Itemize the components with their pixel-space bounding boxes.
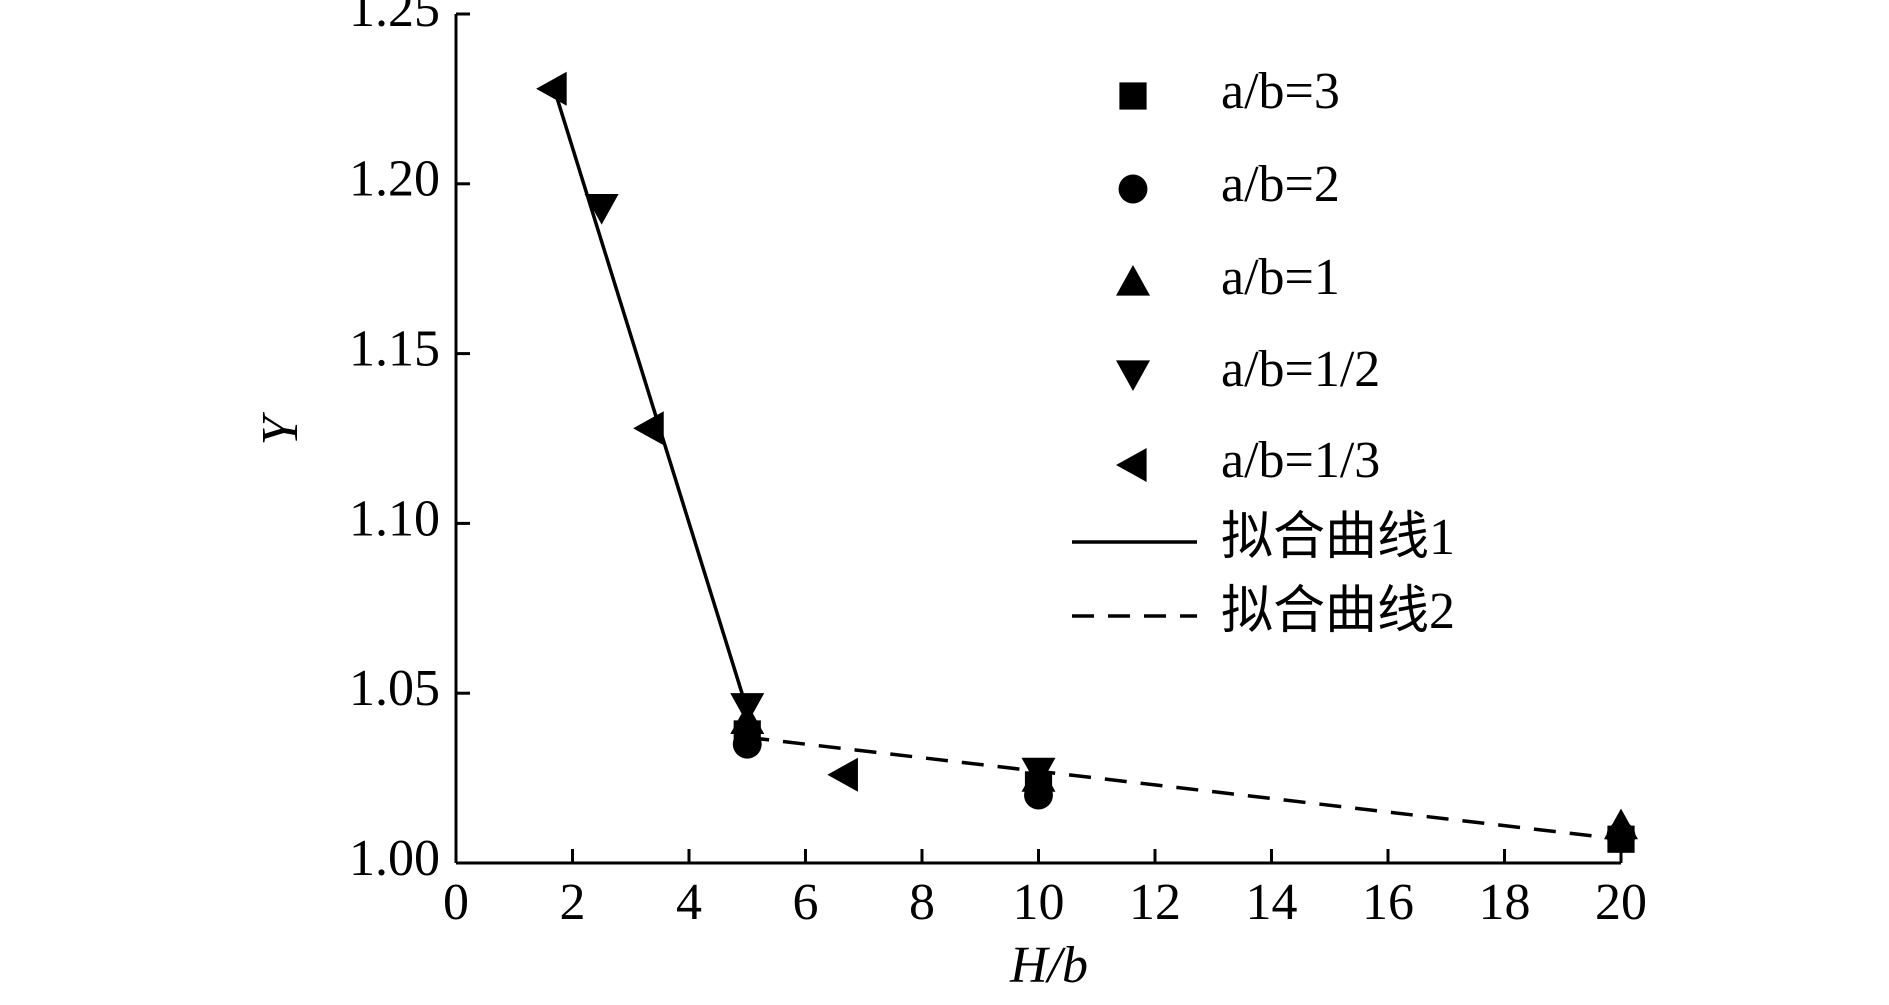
point [732,729,762,759]
legend-label: a/b=2 [1221,156,1340,213]
legend-label: a/b=1/3 [1221,432,1380,489]
y-tick-label: 1.15 [349,321,440,378]
legend-marker [1116,360,1150,391]
point [584,193,619,225]
fit-line [747,735,1622,841]
legend-label: 拟合曲线2 [1221,583,1455,640]
y-tick-label: 1.20 [349,151,440,208]
x-tick-label: 20 [1595,874,1647,931]
legend-marker [1116,265,1150,296]
x-tick-label: 10 [1013,874,1065,931]
x-tick-label: 18 [1479,874,1531,931]
legend-label: a/b=1/2 [1221,341,1380,398]
y-tick-label: 1.00 [349,830,440,887]
legend-marker [1118,174,1148,204]
x-tick-label: 0 [443,874,469,931]
x-tick-label: 8 [909,874,935,931]
x-axis-label: H/b [1009,937,1088,994]
x-tick-label: 2 [560,874,586,931]
x-tick-label: 14 [1246,874,1298,931]
legend-label: a/b=3 [1221,63,1340,120]
x-tick-label: 16 [1362,874,1414,931]
legend-label: a/b=1 [1221,249,1340,306]
y-tick-label: 1.25 [349,0,440,38]
y-tick-label: 1.05 [349,660,440,717]
y-axis-label: Y [252,411,309,445]
point [827,757,858,792]
y-tick-label: 1.10 [349,490,440,547]
x-tick-label: 4 [676,874,702,931]
legend-label: 拟合曲线1 [1221,509,1455,566]
x-tick-label: 12 [1129,874,1181,931]
legend-marker [1119,82,1147,110]
x-tick-label: 6 [793,874,819,931]
point [536,71,567,106]
legend-marker [1116,448,1147,482]
fit-line [551,84,749,711]
point [1604,808,1638,840]
